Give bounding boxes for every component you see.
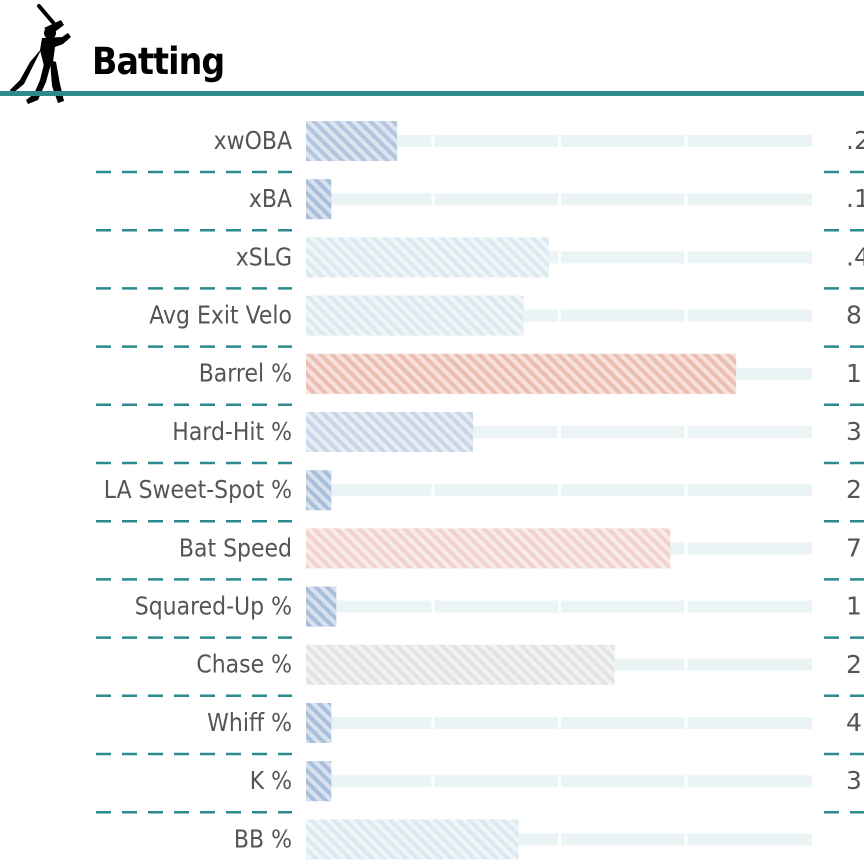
percentile-bar-hatch — [306, 353, 737, 394]
section-title: Batting — [92, 40, 225, 83]
value-label: 2 — [846, 475, 862, 504]
value-label: 3 — [846, 766, 862, 795]
value-label: .4 — [846, 242, 864, 271]
track-tick — [558, 484, 561, 497]
category-label: Barrel % — [199, 358, 292, 388]
title-divider — [0, 91, 864, 96]
percentile-bar-hatch — [306, 761, 332, 802]
percentile-bar-hatch — [306, 586, 337, 627]
chart-rows: xwOBA .2 xBA .1 xSLG .4 Avg Exit Velo 8 Barrel %… — [96, 121, 864, 860]
percentile-bar-hatch — [306, 121, 398, 161]
value-label: 3 — [846, 417, 862, 446]
batter-icon — [10, 4, 71, 104]
percentile-bar-hatch — [306, 470, 332, 511]
track-tick — [684, 309, 688, 322]
track-tick — [558, 251, 561, 264]
track-tick — [431, 484, 435, 497]
percentile-bar-hatch — [306, 237, 549, 278]
value-label: 1 — [846, 359, 862, 388]
value-label: 1 — [846, 592, 862, 621]
category-label: Whiff % — [207, 708, 292, 738]
track-tick — [558, 775, 561, 788]
value-label: .2 — [846, 126, 864, 155]
value-label: .1 — [846, 184, 864, 213]
category-label: xBA — [249, 184, 292, 214]
percentile-bar-hatch — [306, 179, 332, 220]
track-tick — [431, 717, 435, 729]
track-tick — [558, 135, 561, 147]
track-tick — [684, 193, 688, 206]
value-label: 4 — [846, 708, 862, 737]
category-label: xwOBA — [214, 126, 292, 156]
track-tick — [684, 717, 688, 729]
percentile-bar-hatch — [306, 819, 519, 860]
track-tick — [684, 775, 688, 788]
track-tick — [558, 600, 561, 613]
category-label: Hard-Hit % — [172, 417, 292, 447]
percentile-bar-hatch — [306, 644, 615, 685]
percentile-bar-hatch — [306, 412, 473, 452]
track-tick — [558, 193, 561, 206]
category-label: LA Sweet-Spot % — [104, 475, 292, 505]
category-label: Avg Exit Velo — [149, 300, 292, 330]
track-tick — [684, 484, 688, 497]
category-label: Squared-Up % — [135, 591, 292, 621]
category-label: BB % — [234, 824, 292, 854]
track-tick — [431, 193, 435, 206]
value-label: 7 — [846, 533, 862, 562]
percentile-bar-hatch — [306, 295, 524, 336]
section-header: Batting — [0, 0, 864, 110]
track-tick — [558, 833, 561, 846]
track-tick — [684, 251, 688, 264]
track-tick — [558, 426, 561, 438]
track-tick — [684, 426, 688, 438]
category-label: Chase % — [196, 649, 292, 679]
percentile-bar-hatch — [306, 528, 671, 569]
track-tick — [558, 309, 561, 322]
track-tick — [431, 135, 435, 147]
track-tick — [684, 658, 688, 671]
track-tick — [431, 600, 435, 613]
track-tick — [431, 775, 435, 788]
category-label: K % — [250, 766, 292, 796]
track-tick — [558, 717, 561, 729]
track-tick — [684, 833, 688, 846]
category-label: xSLG — [236, 242, 292, 272]
value-label: 2 — [846, 650, 862, 679]
track-tick — [684, 600, 688, 613]
track-tick — [684, 135, 688, 147]
percentile-bar-hatch — [306, 703, 332, 743]
track-tick — [684, 542, 688, 555]
percentile-bar-chart: xwOBA .2 xBA .1 xSLG .4 Avg Exit Velo 8 Barrel %… — [96, 121, 864, 860]
value-label: 8 — [846, 301, 862, 330]
category-label: Bat Speed — [179, 533, 292, 563]
